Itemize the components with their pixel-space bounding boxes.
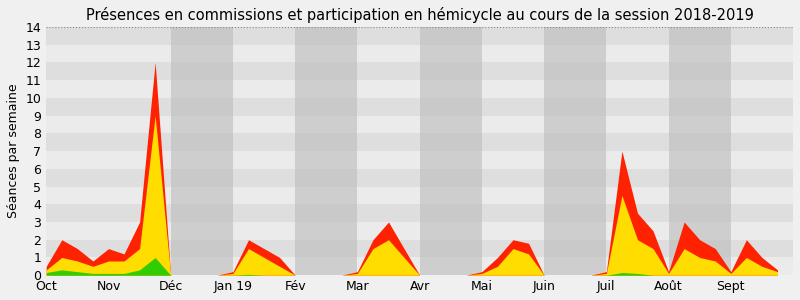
Bar bbox=[46, 133, 793, 151]
Bar bbox=[295, 27, 358, 275]
Bar bbox=[46, 222, 793, 240]
Bar bbox=[46, 204, 793, 222]
Bar bbox=[46, 257, 793, 275]
Bar bbox=[669, 27, 731, 275]
Bar bbox=[46, 169, 793, 187]
Bar bbox=[46, 80, 793, 98]
Bar bbox=[420, 27, 482, 275]
Bar bbox=[170, 27, 233, 275]
Bar bbox=[46, 98, 793, 116]
Bar bbox=[46, 240, 793, 257]
Bar bbox=[46, 151, 793, 169]
Y-axis label: Séances par semaine: Séances par semaine bbox=[7, 84, 20, 218]
Bar bbox=[46, 27, 793, 45]
Bar bbox=[46, 187, 793, 204]
Title: Présences en commissions et participation en hémicycle au cours de la session 20: Présences en commissions et participatio… bbox=[86, 7, 754, 23]
Bar bbox=[544, 27, 606, 275]
Bar bbox=[46, 45, 793, 62]
Bar bbox=[46, 62, 793, 80]
Bar bbox=[46, 116, 793, 133]
